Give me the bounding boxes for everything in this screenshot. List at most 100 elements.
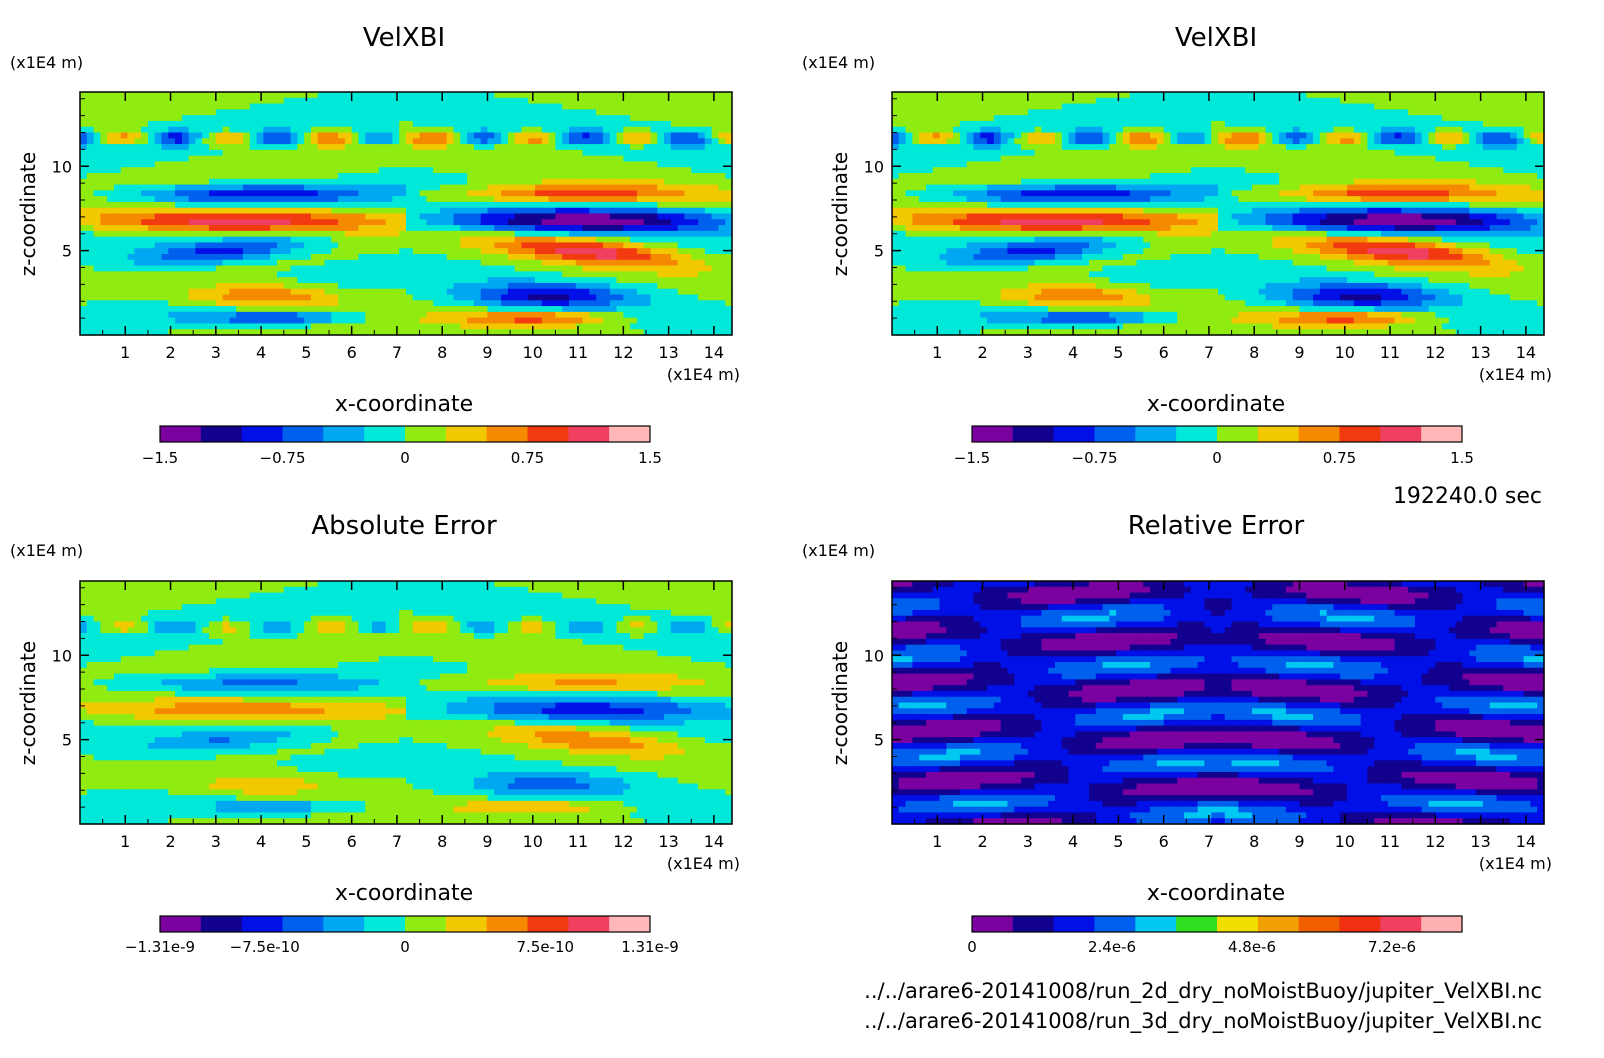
field-cell xyxy=(960,115,967,121)
field-cell xyxy=(447,231,454,237)
field-cell xyxy=(946,318,953,324)
field-cell xyxy=(1021,219,1028,225)
field-cell xyxy=(128,277,135,283)
field-cell xyxy=(202,179,209,185)
field-cell xyxy=(974,104,981,110)
field-cell xyxy=(474,219,481,225)
field-cell xyxy=(291,306,298,312)
field-cell xyxy=(440,295,447,301)
field-cell xyxy=(297,254,304,260)
field-cell xyxy=(562,300,569,306)
field-cell xyxy=(603,312,610,318)
field-cell xyxy=(698,300,705,306)
field-cell xyxy=(420,127,427,133)
field-cell xyxy=(195,242,202,248)
field-cell xyxy=(1007,318,1014,324)
field-cell xyxy=(953,167,960,173)
field-cell xyxy=(175,167,182,173)
field-cell xyxy=(657,127,664,133)
field-cell xyxy=(651,115,658,121)
field-cell xyxy=(657,179,664,185)
field-cell xyxy=(940,289,947,295)
field-cell xyxy=(229,179,236,185)
field-cell xyxy=(617,109,624,115)
field-cell xyxy=(107,323,114,329)
field-cell xyxy=(987,225,994,231)
field-cell xyxy=(974,185,981,191)
field-cell xyxy=(892,190,899,196)
field-cell xyxy=(467,179,474,185)
field-cell xyxy=(549,196,556,202)
field-cell xyxy=(994,266,1001,272)
field-cell xyxy=(338,266,345,272)
field-cell xyxy=(162,277,169,283)
field-cell xyxy=(358,109,365,115)
field-cell xyxy=(610,306,617,312)
field-cell xyxy=(933,161,940,167)
field-cell xyxy=(155,237,162,243)
field-cell xyxy=(912,190,919,196)
field-cell xyxy=(216,323,223,329)
field-cell xyxy=(223,109,230,115)
field-cell xyxy=(589,248,596,254)
field-cell xyxy=(610,271,617,277)
field-cell xyxy=(311,109,318,115)
field-cell xyxy=(107,283,114,289)
field-cell xyxy=(352,138,359,144)
field-cell xyxy=(325,167,332,173)
field-cell xyxy=(182,104,189,110)
field-cell xyxy=(420,248,427,254)
field-cell xyxy=(94,161,101,167)
field-cell xyxy=(148,300,155,306)
field-cell xyxy=(712,144,719,150)
field-cell xyxy=(454,196,461,202)
field-cell xyxy=(250,214,257,220)
field-cell xyxy=(345,214,352,220)
field-cell xyxy=(919,104,926,110)
field-cell xyxy=(906,115,913,121)
field-cell xyxy=(994,202,1001,208)
field-cell xyxy=(705,121,712,127)
field-cell xyxy=(994,150,1001,156)
field-cell xyxy=(698,156,705,162)
field-cell xyxy=(107,312,114,318)
field-cell xyxy=(644,300,651,306)
field-cell xyxy=(229,156,236,162)
field-cell xyxy=(474,98,481,104)
field-cell xyxy=(189,219,196,225)
field-cell xyxy=(304,173,311,179)
field-cell xyxy=(705,242,712,248)
field-cell xyxy=(263,300,270,306)
field-cell xyxy=(596,167,603,173)
field-cell xyxy=(535,300,542,306)
field-cell xyxy=(1021,289,1028,295)
field-cell xyxy=(630,318,637,324)
field-cell xyxy=(967,196,974,202)
field-cell xyxy=(121,190,128,196)
field-cell xyxy=(325,144,332,150)
field-cell xyxy=(718,300,725,306)
field-cell xyxy=(501,242,508,248)
field-cell xyxy=(1014,190,1021,196)
field-cell xyxy=(202,312,209,318)
field-cell xyxy=(583,127,590,133)
field-cell xyxy=(474,127,481,133)
field-cell xyxy=(980,300,987,306)
field-cell xyxy=(168,323,175,329)
field-cell xyxy=(705,98,712,104)
field-cell xyxy=(250,92,257,98)
field-cell xyxy=(1001,161,1008,167)
field-cell xyxy=(311,150,318,156)
colorbar-tick-label: 1.5 xyxy=(638,449,662,467)
field-cell xyxy=(481,254,488,260)
field-cell xyxy=(671,277,678,283)
field-cell xyxy=(433,144,440,150)
field-cell xyxy=(528,295,535,301)
field-cell xyxy=(1021,104,1028,110)
field-cell xyxy=(583,156,590,162)
field-cell xyxy=(291,225,298,231)
field-cell xyxy=(1021,173,1028,179)
field-cell xyxy=(345,150,352,156)
field-cell xyxy=(209,127,216,133)
field-cell xyxy=(494,179,501,185)
